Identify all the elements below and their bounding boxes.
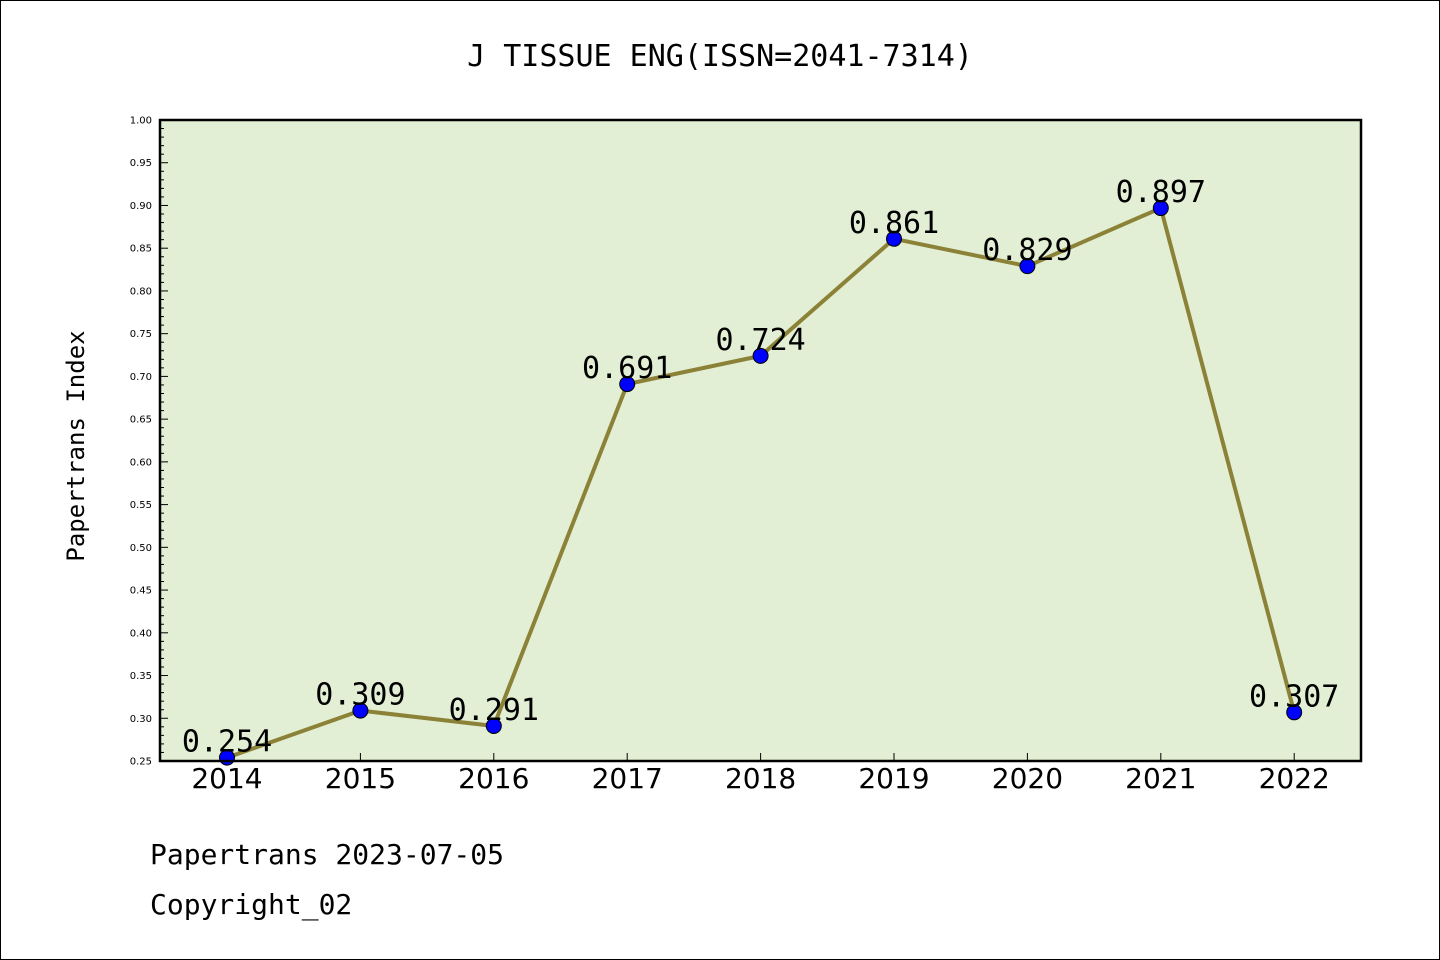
- y-tick-label: 0.35: [130, 671, 152, 682]
- y-tick-label: 1.00: [130, 116, 152, 127]
- data-label: 0.861: [849, 206, 939, 241]
- x-tick-label: 2020: [992, 762, 1063, 795]
- y-tick-label: 0.50: [130, 543, 152, 554]
- data-point: [619, 376, 636, 393]
- x-axis: 2014 2015 2016 2017 2018 2019 2020 2021 2022: [191, 753, 1330, 795]
- x-tick-label: 2016: [458, 762, 529, 795]
- y-tick-label: 0.55: [130, 500, 152, 511]
- y-axis-label: Papertrans Index: [62, 330, 90, 561]
- data-point: [352, 702, 369, 719]
- x-tick-label: 2022: [1259, 762, 1330, 795]
- y-tick-label: 0.25: [130, 757, 152, 768]
- y-tick-label: 0.80: [130, 286, 152, 297]
- x-tick-label: 2014: [191, 762, 262, 795]
- y-tick-label: 0.30: [130, 714, 152, 725]
- x-tick-label: 2017: [592, 762, 663, 795]
- data-point: [752, 347, 769, 364]
- data-label: 0.897: [1116, 175, 1206, 210]
- y-tick-label: 0.45: [130, 586, 152, 597]
- y-tick-label: 0.85: [130, 244, 152, 255]
- data-label: 0.691: [582, 351, 672, 386]
- chart-title: J TISSUE ENG(ISSN=2041-7314): [467, 39, 973, 74]
- x-tick-label: 2018: [725, 762, 796, 795]
- y-tick-label: 0.70: [130, 372, 152, 383]
- footer-copyright: Copyright_02: [150, 888, 352, 922]
- y-tick-label: 0.60: [130, 457, 152, 468]
- data-label: 0.307: [1249, 679, 1339, 714]
- series-layer: [219, 200, 1303, 766]
- data-label: 0.291: [449, 693, 539, 728]
- data-label: 0.724: [715, 323, 805, 358]
- data-label: 0.829: [982, 233, 1072, 268]
- data-point: [886, 230, 902, 247]
- data-point: [1019, 258, 1036, 275]
- data-point: [485, 717, 502, 734]
- y-tick-label: 0.65: [130, 415, 152, 426]
- data-point: [1286, 704, 1303, 721]
- y-tick-label: 0.75: [130, 329, 152, 340]
- y-tick-label: 0.40: [130, 628, 152, 639]
- footer-date: Papertrans 2023-07-05: [150, 838, 504, 871]
- data-label: 0.254: [182, 725, 272, 760]
- x-tick-label: 2015: [325, 762, 396, 795]
- y-tick-label: 0.90: [130, 201, 152, 212]
- plot-area: [160, 120, 1361, 761]
- x-tick-label: 2021: [1125, 762, 1196, 795]
- data-label: 0.309: [315, 678, 405, 713]
- plot-border: [158, 118, 1363, 763]
- data-point: [1152, 200, 1169, 217]
- data-labels: 0.254 0.309 0.291 0.691 0.724 0.861 0.829 0.897…: [182, 175, 1340, 760]
- y-tick-label: 0.95: [130, 158, 152, 169]
- x-tick-label: 2019: [858, 762, 929, 795]
